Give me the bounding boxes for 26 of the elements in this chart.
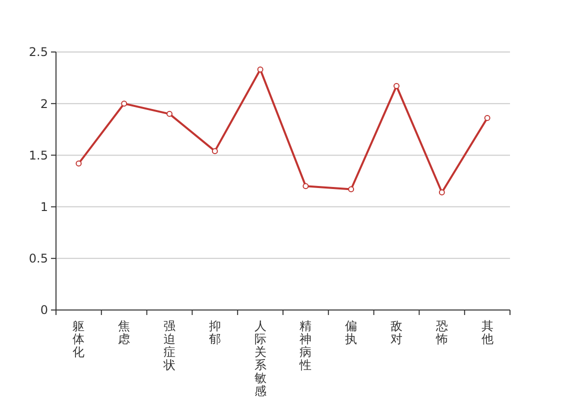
y-tick-label: 0.5: [28, 252, 48, 266]
x-tick-label: 其他: [481, 319, 494, 346]
x-tick-label: 人际关系敏感: [254, 319, 266, 398]
y-tick-label: 1: [40, 200, 48, 214]
x-tick-label: 偏执: [345, 319, 358, 346]
point: [212, 148, 218, 154]
y-tick-label: 2: [40, 96, 48, 111]
point: [348, 186, 354, 192]
point: [257, 66, 264, 73]
x-tick-label: 恐怖: [434, 319, 448, 346]
x-tick-label: 敌对: [390, 319, 402, 346]
y-tick-label: 2.5: [28, 45, 48, 60]
point: [76, 160, 82, 166]
x-tick-label: 强迫症状: [162, 319, 176, 372]
point: [394, 83, 400, 90]
x-tick-label: 躯体化: [72, 319, 85, 359]
x-tick-label: 精神病性: [298, 319, 312, 372]
point: [121, 100, 128, 107]
point: [484, 115, 490, 122]
point: [302, 183, 309, 190]
point: [166, 110, 172, 117]
x-tick-label: 焦虑: [118, 319, 130, 346]
y-tick-label: 1.5: [28, 148, 48, 162]
y-tick-label: 0: [40, 303, 48, 318]
point: [438, 189, 445, 196]
x-tick-label: 抑郁: [208, 319, 221, 346]
